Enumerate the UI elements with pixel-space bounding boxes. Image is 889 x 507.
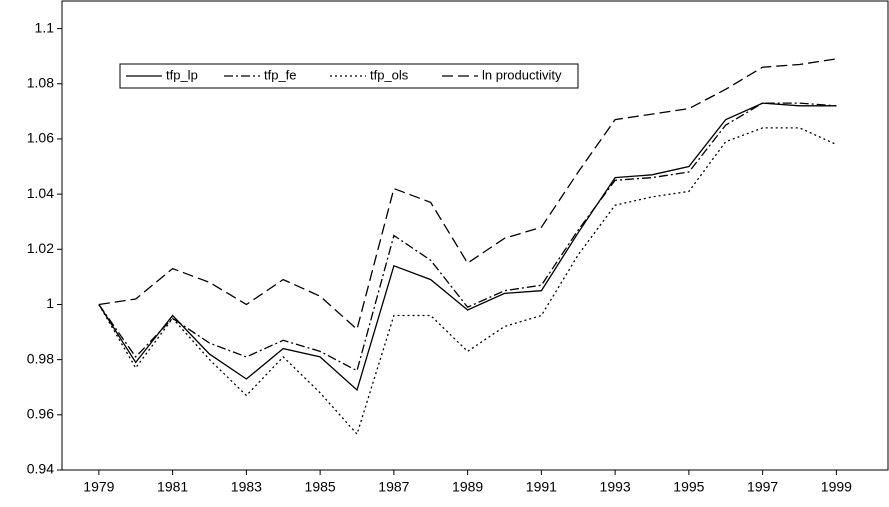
y-tick-label: 1.02 (27, 240, 54, 256)
series-line (98, 58, 837, 331)
legend: tfp_lp tfp_fe tfp_ols ln productivity (119, 63, 579, 89)
series-line (98, 102, 837, 372)
x-tick-label: 1997 (747, 479, 778, 495)
x-tick-label: 1979 (83, 479, 114, 495)
series-line (98, 127, 837, 436)
legend-label: tfp_lp (166, 67, 198, 82)
y-tick-label: 1.08 (27, 74, 54, 90)
x-tick-label: 1981 (157, 479, 188, 495)
plot-frame (61, 0, 889, 471)
legend-box (119, 63, 579, 89)
y-tick-label: 0.98 (27, 350, 54, 366)
x-tick-label: 1987 (378, 479, 409, 495)
legend-label: tfp_ols (370, 67, 409, 82)
x-tick-label: 1999 (821, 479, 852, 495)
x-tick-label: 1989 (452, 479, 483, 495)
legend-label: ln productivity (482, 67, 562, 82)
x-tick-label: 1991 (526, 479, 557, 495)
y-tick-label: 0.96 (27, 406, 54, 422)
y-tick-label: 0.94 (27, 461, 54, 477)
series-line (98, 102, 837, 392)
x-tick-label: 1995 (673, 479, 704, 495)
legend-label: tfp_fe (264, 67, 297, 82)
y-tick-label: 1 (46, 295, 54, 311)
x-tick-label: 1983 (231, 479, 262, 495)
y-tick-label: 1.06 (27, 130, 54, 146)
y-tick-label: 1.1 (35, 19, 55, 35)
x-tick-label: 1993 (600, 479, 631, 495)
x-tick-label: 1985 (305, 479, 336, 495)
y-tick-label: 1.04 (27, 185, 54, 201)
